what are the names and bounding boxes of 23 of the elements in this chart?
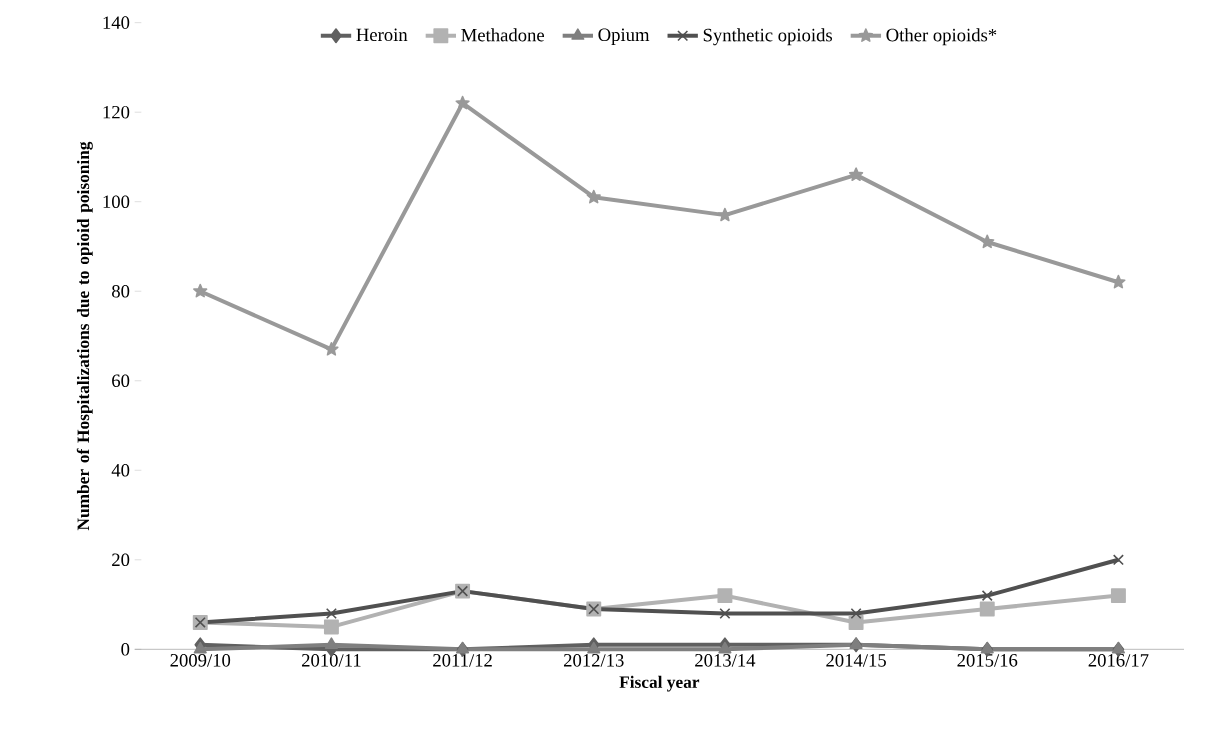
x-tick-label: 2015/16 — [957, 654, 1018, 667]
y-tick-label: 120 — [103, 105, 130, 119]
legend-label: Heroin — [356, 28, 408, 42]
y-tick-label: 100 — [103, 195, 130, 209]
legend-label: Opium — [598, 28, 650, 45]
x-axis-title: Fiscal year — [619, 675, 700, 692]
y-tick-label: 20 — [112, 553, 130, 567]
legend-label: Synthetic opioids — [703, 28, 833, 46]
x-tick-label: 2009/10 — [170, 654, 231, 667]
x-tick-label: 2011/12 — [433, 654, 492, 667]
x-tick-label: 2013/14 — [695, 654, 756, 667]
x-tick-label: 2010/11 — [301, 654, 361, 667]
y-tick-label: 0 — [121, 643, 130, 656]
y-axis-title: Number of Hospitalizations due to opioid poisoning — [76, 141, 93, 531]
x-tick-label: 2012/13 — [563, 654, 624, 667]
y-tick-label: 60 — [112, 374, 130, 388]
legend-label: Other opioids* — [886, 28, 997, 46]
y-tick-label: 140 — [103, 16, 130, 29]
y-tick-label: 80 — [112, 284, 130, 298]
legend-label: Methadone — [461, 28, 545, 42]
y-tick-label: 40 — [111, 463, 130, 477]
x-tick-label: 2014/15 — [826, 654, 886, 667]
x-tick-label: 2016/17 — [1088, 654, 1149, 667]
